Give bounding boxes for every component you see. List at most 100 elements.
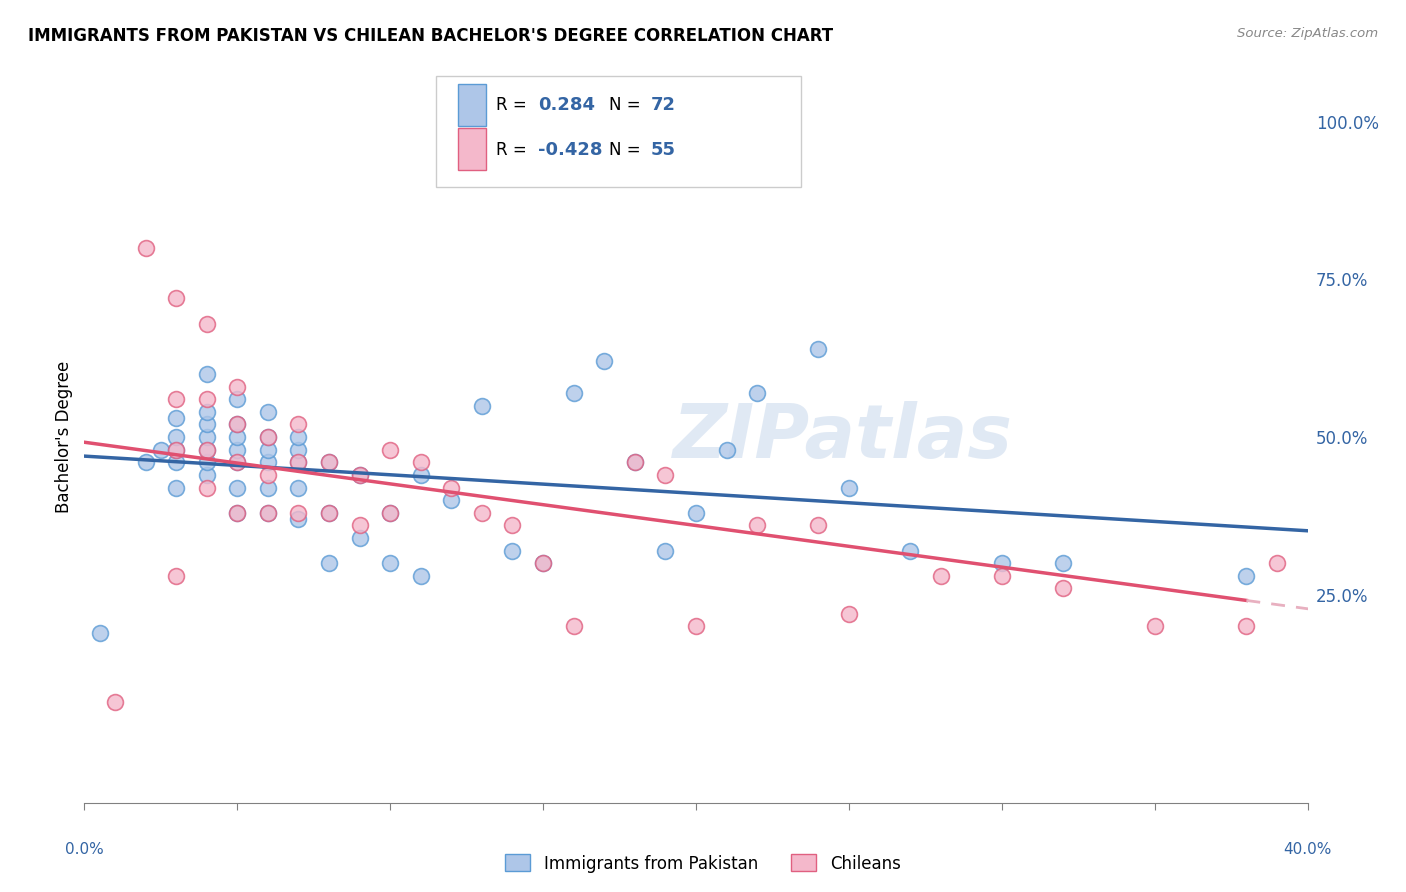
Text: N =: N =: [609, 96, 645, 114]
Point: [1052, 582, 1074, 596]
Point: [257, 506, 280, 520]
Point: [349, 531, 371, 545]
Point: [318, 556, 340, 570]
Text: 0.284: 0.284: [538, 96, 596, 114]
Point: [380, 506, 402, 520]
Point: [226, 506, 249, 520]
Point: [226, 455, 249, 469]
Point: [502, 518, 524, 533]
Point: [287, 455, 309, 469]
Point: [149, 442, 172, 457]
Point: [991, 556, 1014, 570]
Text: ZIPatlas: ZIPatlas: [672, 401, 1012, 474]
Point: [195, 442, 218, 457]
Point: [380, 442, 402, 457]
Point: [287, 442, 309, 457]
Point: [471, 399, 494, 413]
Point: [716, 442, 738, 457]
Point: [685, 506, 707, 520]
Legend: Immigrants from Pakistan, Chileans: Immigrants from Pakistan, Chileans: [499, 847, 907, 880]
Point: [562, 386, 585, 401]
Point: [747, 518, 769, 533]
Point: [562, 619, 585, 633]
Point: [471, 506, 494, 520]
Point: [318, 455, 340, 469]
Point: [257, 430, 280, 444]
Point: [226, 442, 249, 457]
Text: 72: 72: [651, 96, 676, 114]
Point: [349, 467, 371, 482]
Point: [287, 455, 309, 469]
Point: [440, 481, 463, 495]
Point: [226, 379, 249, 393]
Point: [1236, 619, 1258, 633]
Point: [807, 518, 830, 533]
Point: [226, 430, 249, 444]
Point: [195, 467, 218, 482]
Point: [257, 430, 280, 444]
Point: [287, 430, 309, 444]
Point: [257, 442, 280, 457]
Point: [287, 506, 309, 520]
Point: [1143, 619, 1166, 633]
Point: [226, 481, 249, 495]
Point: [165, 430, 187, 444]
Point: [1052, 556, 1074, 570]
Point: [838, 481, 860, 495]
Point: [257, 455, 280, 469]
Point: [226, 392, 249, 407]
Point: [624, 455, 647, 469]
Point: [135, 455, 157, 469]
Point: [531, 556, 554, 570]
Point: [409, 569, 432, 583]
Point: [165, 455, 187, 469]
Point: [195, 417, 218, 432]
Point: [1236, 569, 1258, 583]
Point: [898, 543, 921, 558]
Point: [685, 619, 707, 633]
Point: [624, 455, 647, 469]
Point: [195, 405, 218, 419]
Point: [226, 417, 249, 432]
Point: [195, 481, 218, 495]
Point: [257, 405, 280, 419]
Point: [135, 241, 157, 255]
Point: [318, 455, 340, 469]
Point: [165, 291, 187, 305]
Text: 40.0%: 40.0%: [1284, 842, 1331, 856]
Point: [226, 455, 249, 469]
Point: [195, 442, 218, 457]
Point: [165, 442, 187, 457]
Point: [226, 417, 249, 432]
Text: N =: N =: [609, 141, 645, 159]
Text: R =: R =: [496, 96, 533, 114]
Point: [654, 543, 676, 558]
Point: [380, 556, 402, 570]
Point: [838, 607, 860, 621]
Point: [104, 695, 127, 709]
Point: [747, 386, 769, 401]
Point: [195, 392, 218, 407]
Point: [349, 467, 371, 482]
Point: [165, 411, 187, 425]
Point: [593, 354, 616, 368]
Point: [991, 569, 1014, 583]
Point: [380, 506, 402, 520]
Y-axis label: Bachelor's Degree: Bachelor's Degree: [55, 361, 73, 513]
Point: [287, 481, 309, 495]
Point: [165, 442, 187, 457]
Point: [807, 342, 830, 356]
Point: [409, 467, 432, 482]
Point: [349, 518, 371, 533]
Point: [226, 506, 249, 520]
Point: [89, 625, 111, 640]
Point: [195, 430, 218, 444]
Point: [257, 481, 280, 495]
Text: R =: R =: [496, 141, 533, 159]
Point: [929, 569, 952, 583]
Point: [1265, 556, 1288, 570]
Point: [531, 556, 554, 570]
Point: [318, 506, 340, 520]
Point: [318, 506, 340, 520]
Text: -0.428: -0.428: [538, 141, 603, 159]
